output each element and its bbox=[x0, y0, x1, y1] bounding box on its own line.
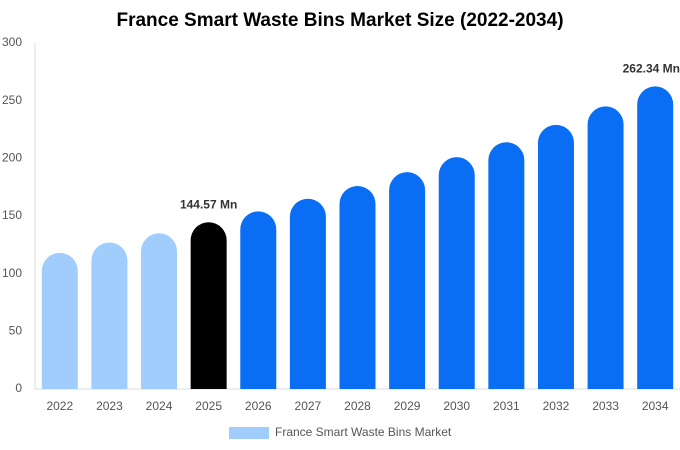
bar bbox=[438, 157, 475, 389]
legend-label: France Smart Waste Bins Market bbox=[275, 425, 452, 439]
bar bbox=[289, 198, 326, 389]
x-tick-label: 2023 bbox=[96, 399, 123, 413]
x-tick-label: 2022 bbox=[46, 399, 73, 413]
bar bbox=[190, 222, 227, 389]
bar bbox=[141, 233, 178, 389]
y-tick-label: 0 bbox=[15, 381, 22, 395]
x-tick-label: 2034 bbox=[642, 399, 669, 413]
bar bbox=[91, 242, 128, 389]
bar bbox=[389, 172, 426, 389]
x-tick-label: 2029 bbox=[394, 399, 421, 413]
x-tick-label: 2032 bbox=[543, 399, 570, 413]
bar bbox=[240, 211, 277, 389]
y-tick-label: 150 bbox=[2, 208, 22, 222]
chart-title: France Smart Waste Bins Market Size (202… bbox=[116, 10, 563, 31]
bar bbox=[637, 86, 674, 389]
data-label: 144.57 Mn bbox=[180, 197, 237, 211]
bar bbox=[339, 186, 376, 389]
bar bbox=[537, 124, 574, 390]
y-tick-label: 50 bbox=[9, 324, 23, 338]
legend-swatch bbox=[229, 427, 269, 439]
bar bbox=[587, 106, 624, 389]
x-tick-label: 2025 bbox=[195, 399, 222, 413]
bar bbox=[488, 142, 525, 389]
y-tick-label: 100 bbox=[2, 266, 22, 280]
y-tick-label: 300 bbox=[2, 35, 22, 49]
x-tick-label: 2028 bbox=[344, 399, 371, 413]
x-tick-label: 2033 bbox=[592, 399, 619, 413]
x-tick-label: 2027 bbox=[295, 399, 322, 413]
data-label: 262.34 Mn bbox=[623, 62, 680, 76]
x-tick-label: 2026 bbox=[245, 399, 272, 413]
bar bbox=[41, 252, 78, 389]
x-tick-label: 2031 bbox=[493, 399, 520, 413]
x-tick-label: 2024 bbox=[146, 399, 173, 413]
y-tick-label: 200 bbox=[2, 151, 22, 165]
y-tick-label: 250 bbox=[2, 93, 22, 107]
x-tick-label: 2030 bbox=[443, 399, 470, 413]
